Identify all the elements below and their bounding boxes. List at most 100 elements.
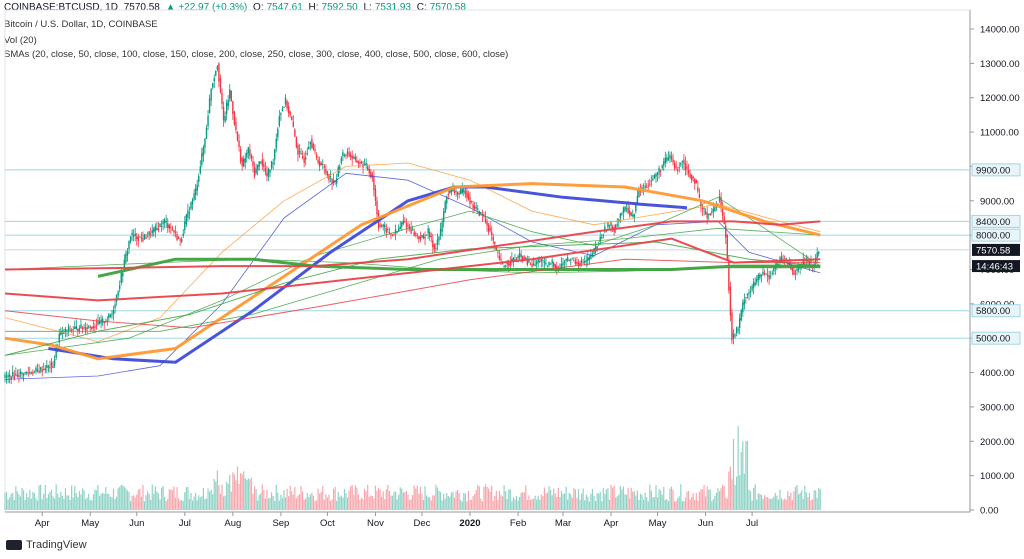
volume-bar [588, 501, 590, 510]
volume-bar [145, 495, 147, 510]
volume-bar [111, 497, 113, 510]
candle-body [667, 157, 670, 160]
footer-brand[interactable]: TradingView [6, 539, 87, 551]
volume-bar [464, 493, 466, 510]
candle-body [664, 157, 666, 163]
candle-body [425, 234, 428, 236]
volume-bar [598, 493, 600, 510]
sma-indicator-label[interactable]: SMAs (20, close, 50, close, 100, close, … [4, 49, 509, 60]
volume-bar [227, 483, 229, 510]
volume-bar [780, 498, 783, 510]
volume-bar [391, 495, 394, 510]
candle-body [305, 157, 307, 160]
volume-bar [446, 493, 448, 510]
volume-bar [469, 499, 471, 510]
candle-body [415, 233, 417, 235]
candle-body [515, 259, 518, 261]
candle-body [267, 168, 270, 177]
low-label: L: [363, 2, 372, 13]
candle-body [532, 263, 535, 266]
volume-bar [312, 495, 315, 510]
volume-bar [607, 488, 609, 510]
volume-bar [429, 497, 431, 510]
volume-bar [810, 500, 812, 510]
x-tick-label: Aug [224, 518, 241, 529]
candle-body [526, 260, 529, 265]
volume-bar [92, 494, 94, 510]
volume-bar [272, 496, 274, 510]
volume-bar [556, 497, 558, 510]
volume-bar [105, 487, 107, 510]
candle-body [453, 190, 456, 193]
candle-body [593, 248, 595, 255]
volume-bar [605, 489, 607, 510]
candle-body [430, 236, 432, 238]
candle-body [292, 121, 294, 127]
volume-bar [201, 496, 203, 510]
x-tick-label: Jun [129, 518, 144, 529]
candle-body [466, 190, 468, 198]
candle-body [523, 257, 525, 259]
candle-body [221, 92, 223, 104]
volume-bar [458, 492, 460, 510]
candle-body [728, 260, 730, 291]
volume-bar [486, 486, 488, 510]
candle-body [312, 144, 315, 150]
volume-bar [154, 486, 156, 510]
volume-bar [629, 498, 631, 510]
candle-body [399, 226, 401, 230]
candle-body [467, 193, 470, 200]
candle-body [125, 253, 127, 263]
volume-bar [613, 485, 615, 510]
volume-bar [545, 493, 547, 510]
candle-body [218, 63, 220, 82]
volume-bar [308, 497, 310, 510]
volume-bar [684, 497, 687, 510]
candle-body [571, 258, 573, 260]
sma-line [4, 237, 821, 302]
candle-body [687, 169, 690, 174]
volume-bar [638, 499, 640, 510]
sma-line [4, 162, 821, 342]
x-tick-label: Jul [746, 518, 758, 529]
candle-body [587, 257, 589, 261]
volume-bar [596, 492, 598, 510]
volume-bar [148, 493, 150, 510]
volume-bar [315, 500, 318, 510]
volume-bar [763, 495, 766, 510]
candle-body [165, 221, 167, 223]
x-tick-label: Jun [698, 518, 713, 529]
volume-bar [46, 498, 48, 510]
volume-bar [534, 495, 536, 510]
candle-body [278, 116, 281, 127]
volume-bar [461, 501, 463, 510]
candle-body [756, 278, 758, 283]
volume-bar [528, 495, 530, 510]
candle-body [72, 329, 74, 331]
volume-indicator-label[interactable]: Vol (20) [4, 35, 37, 46]
high-value: 7592.50 [321, 2, 358, 13]
volume-bar [649, 484, 651, 510]
volume-bar [58, 497, 60, 510]
candle-body [348, 152, 350, 157]
close-label: C: [416, 2, 427, 13]
volume-bar [224, 495, 226, 510]
volume-bar [343, 488, 346, 510]
volume-bar [753, 487, 755, 510]
volume-bar [633, 491, 635, 510]
candle-body [647, 185, 649, 187]
price-label-box [972, 243, 1020, 256]
high-label: H: [308, 2, 319, 13]
volume-bar [350, 486, 352, 510]
candle-body [464, 191, 467, 194]
volume-bar [95, 490, 98, 510]
volume-bar [729, 466, 731, 510]
volume-bar [616, 496, 618, 510]
candle-body [745, 296, 747, 298]
candle-body [611, 226, 614, 229]
volume-bar [326, 497, 328, 510]
volume-bar [506, 498, 508, 510]
candle-body [393, 234, 395, 236]
volume-bar [125, 488, 127, 510]
